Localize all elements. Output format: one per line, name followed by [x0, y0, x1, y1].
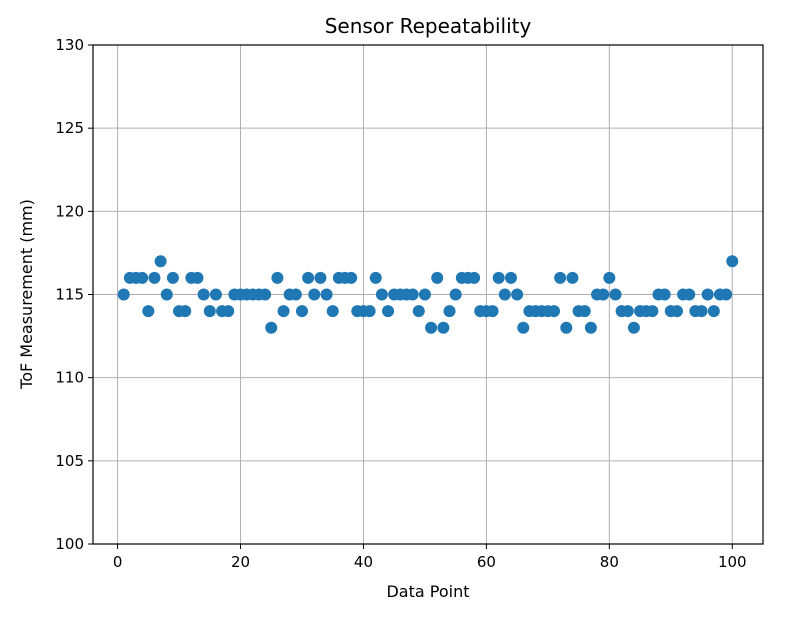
- data-point: [160, 288, 173, 301]
- data-point: [259, 288, 272, 301]
- data-point: [726, 255, 739, 268]
- data-point: [504, 271, 517, 284]
- data-point: [695, 305, 708, 318]
- data-point: [412, 305, 425, 318]
- data-point: [658, 288, 671, 301]
- data-point: [707, 305, 720, 318]
- data-point: [320, 288, 333, 301]
- data-point: [295, 305, 308, 318]
- data-point: [369, 271, 382, 284]
- data-point: [222, 305, 235, 318]
- data-point: [326, 305, 339, 318]
- data-point: [486, 305, 499, 318]
- data-point: [197, 288, 210, 301]
- data-point: [418, 288, 431, 301]
- data-point: [265, 321, 278, 334]
- data-point: [584, 321, 597, 334]
- data-point: [345, 271, 358, 284]
- data-point: [683, 288, 696, 301]
- data-point: [554, 271, 567, 284]
- data-point: [179, 305, 192, 318]
- data-point: [166, 271, 179, 284]
- chart-title: Sensor Repeatability: [325, 14, 532, 38]
- data-point: [431, 271, 444, 284]
- data-point: [191, 271, 204, 284]
- data-points: [117, 255, 739, 334]
- data-point: [468, 271, 481, 284]
- data-point: [363, 305, 376, 318]
- data-point: [375, 288, 388, 301]
- data-point: [154, 255, 167, 268]
- data-point: [603, 271, 616, 284]
- data-point: [209, 288, 222, 301]
- data-point: [560, 321, 573, 334]
- x-tick-label: 60: [477, 553, 496, 571]
- data-point: [498, 288, 511, 301]
- data-point: [492, 271, 505, 284]
- data-point: [548, 305, 561, 318]
- data-point: [449, 288, 462, 301]
- y-tick-label: 100: [55, 535, 84, 553]
- data-point: [609, 288, 622, 301]
- data-point: [578, 305, 591, 318]
- data-point: [308, 288, 321, 301]
- data-point: [566, 271, 579, 284]
- data-point: [136, 271, 149, 284]
- data-point: [314, 271, 327, 284]
- data-point: [289, 288, 302, 301]
- data-point: [517, 321, 530, 334]
- x-tick-label: 40: [354, 553, 373, 571]
- data-point: [382, 305, 395, 318]
- y-tick-label: 120: [55, 202, 84, 220]
- data-point: [627, 321, 640, 334]
- data-point: [406, 288, 419, 301]
- data-point: [117, 288, 130, 301]
- data-point: [597, 288, 610, 301]
- data-point: [148, 271, 161, 284]
- axis-ticks: 0 20 40 60 80 100 100 105 110 115 120 125 130: [55, 36, 746, 571]
- data-point: [277, 305, 290, 318]
- y-tick-label: 110: [55, 369, 84, 387]
- data-point: [271, 271, 284, 284]
- y-tick-label: 130: [55, 36, 84, 54]
- data-point: [203, 305, 216, 318]
- x-tick-label: 0: [113, 553, 123, 571]
- x-tick-label: 100: [718, 553, 747, 571]
- data-point: [425, 321, 438, 334]
- data-point: [720, 288, 733, 301]
- y-tick-label: 105: [55, 452, 84, 470]
- y-tick-label: 125: [55, 119, 84, 137]
- data-point: [701, 288, 714, 301]
- data-point: [302, 271, 315, 284]
- y-axis-label: ToF Measurement (mm): [17, 199, 36, 390]
- x-tick-label: 20: [231, 553, 250, 571]
- data-point: [646, 305, 659, 318]
- data-point: [511, 288, 524, 301]
- x-tick-label: 80: [600, 553, 619, 571]
- x-axis-label: Data Point: [386, 582, 469, 601]
- data-point: [437, 321, 450, 334]
- data-point: [443, 305, 456, 318]
- data-point: [142, 305, 155, 318]
- data-point: [670, 305, 683, 318]
- y-tick-label: 115: [55, 286, 84, 304]
- data-point: [621, 305, 634, 318]
